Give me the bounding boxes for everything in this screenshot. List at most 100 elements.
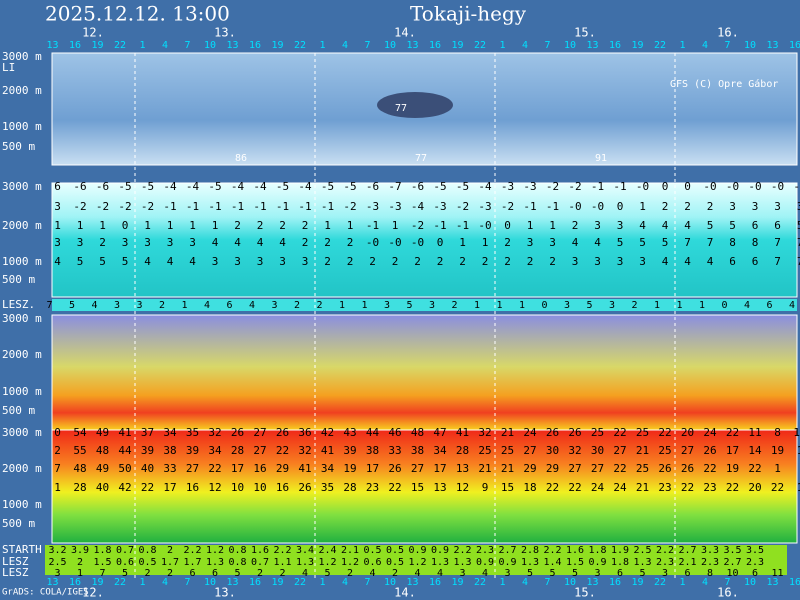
cell-value: 44 <box>118 444 132 457</box>
cell-value: -5 <box>321 180 334 193</box>
cell-value: -4 <box>253 180 267 193</box>
cell-value: 4 <box>639 219 646 232</box>
lesz-value: 0 <box>541 300 547 311</box>
cell-value: 0.9 <box>408 545 426 556</box>
cell-value: 49 <box>96 426 109 439</box>
axis-label: 2000 m <box>2 219 42 232</box>
cell-value: 0 <box>122 219 129 232</box>
credit: GFS (C) Opre Gábor <box>670 78 778 90</box>
hour-label: 16 <box>69 577 81 588</box>
cell-value: 27 <box>186 462 199 475</box>
cell-value: 2 <box>167 568 173 579</box>
cell-value: 32 <box>208 426 221 439</box>
lesz-value: 4 <box>249 300 255 311</box>
cell-value: -2 <box>96 200 109 213</box>
cell-value: 34 <box>433 444 447 457</box>
cell-value: 26 <box>546 426 559 439</box>
cell-value: 2.8 <box>521 545 539 556</box>
cell-value: 0.8 <box>228 545 246 556</box>
lesz-value: 1 <box>699 300 705 311</box>
cell-value: 5 <box>639 236 646 249</box>
cell-value: 2 <box>707 200 714 213</box>
cell-value: -1 <box>523 200 536 213</box>
cell-value: -0 <box>366 236 379 249</box>
cell-value: 2 <box>392 255 399 268</box>
cell-value: 11 <box>771 568 783 579</box>
cell-value: 2.5 <box>48 557 66 568</box>
cell-value: 3 <box>594 219 601 232</box>
cell-value: 2 <box>279 219 286 232</box>
cell-value: 25 <box>658 444 671 457</box>
cell-value: 7 <box>684 236 691 249</box>
cell-value: 3 <box>189 236 196 249</box>
lesz-value: 1 <box>181 300 187 311</box>
cell-value: 1.3 <box>296 557 314 568</box>
cell-value: 27 <box>523 444 536 457</box>
hour-label: 10 <box>564 40 576 51</box>
cell-value: 3 <box>617 219 624 232</box>
cell-value: 28 <box>231 444 244 457</box>
cell-value: 38 <box>411 444 424 457</box>
cell-value: 23 <box>366 481 379 494</box>
axis-label: LESZ. <box>2 298 35 311</box>
hour-label: 13 <box>766 40 778 51</box>
cell-value: 26 <box>658 462 671 475</box>
annotation: 77 <box>415 153 427 164</box>
cell-value: -1 <box>163 200 176 213</box>
cell-value: 27 <box>253 426 266 439</box>
cell-value: 2 <box>527 255 534 268</box>
hour-label: 4 <box>522 40 528 51</box>
cell-value: 3 <box>167 236 174 249</box>
day-label: 13. <box>214 586 236 600</box>
cell-value: 5 <box>324 568 330 579</box>
cell-value: 39 <box>141 444 154 457</box>
hour-label: 4 <box>702 40 708 51</box>
cell-value: 1 <box>77 219 84 232</box>
cell-value: 3.3 <box>701 545 719 556</box>
cell-value: -3 <box>501 180 514 193</box>
cell-value: 19 <box>343 462 356 475</box>
cell-value: -0 <box>703 180 716 193</box>
cell-value: 0 <box>54 426 61 439</box>
cell-value: 2 <box>504 255 511 268</box>
cell-value: -0 <box>568 200 581 213</box>
cell-value: 2.2 <box>543 545 561 556</box>
cell-value: 15 <box>501 481 514 494</box>
cell-value: -1 <box>298 200 311 213</box>
cell-value: 3 <box>144 236 151 249</box>
cell-value: 2.1 <box>341 545 359 556</box>
cell-value: 37 <box>141 426 154 439</box>
cell-value: 41 <box>456 426 469 439</box>
annotation: 77 <box>395 103 407 114</box>
cell-value: 0.6 <box>116 557 134 568</box>
cell-value: -0 <box>748 180 761 193</box>
cell-value: 2 <box>347 236 354 249</box>
lesz-value: 3 <box>429 300 435 311</box>
cell-value: 3.9 <box>71 545 89 556</box>
cell-value: 1.6 <box>566 545 584 556</box>
cell-value: 6 <box>752 255 759 268</box>
cell-value: 1 <box>392 219 399 232</box>
cell-value: -1 <box>591 180 604 193</box>
hour-label: 13 <box>226 577 238 588</box>
hour-label: 1 <box>499 577 505 588</box>
cell-value: -0 <box>793 180 800 193</box>
cell-value: -0 <box>411 236 424 249</box>
lesz-value: 0 <box>721 300 727 311</box>
hour-label: 1 <box>319 577 325 588</box>
cell-value: 22 <box>141 481 154 494</box>
cell-value: 27 <box>411 462 424 475</box>
hour-label: 22 <box>654 40 666 51</box>
cell-value: -4 <box>186 180 200 193</box>
hour-label: 19 <box>271 40 283 51</box>
cell-value: -3 <box>523 180 536 193</box>
cell-value: 8 <box>752 236 759 249</box>
axis-label: 1000 m <box>2 498 42 511</box>
cell-value: -6 <box>366 180 379 193</box>
cell-value: 1.7 <box>183 557 201 568</box>
cell-value: 7 <box>797 236 800 249</box>
hour-label: 1 <box>139 40 145 51</box>
axis-label: LESZ <box>2 555 29 568</box>
cell-value: 5 <box>662 236 669 249</box>
hour-label: 10 <box>384 40 396 51</box>
